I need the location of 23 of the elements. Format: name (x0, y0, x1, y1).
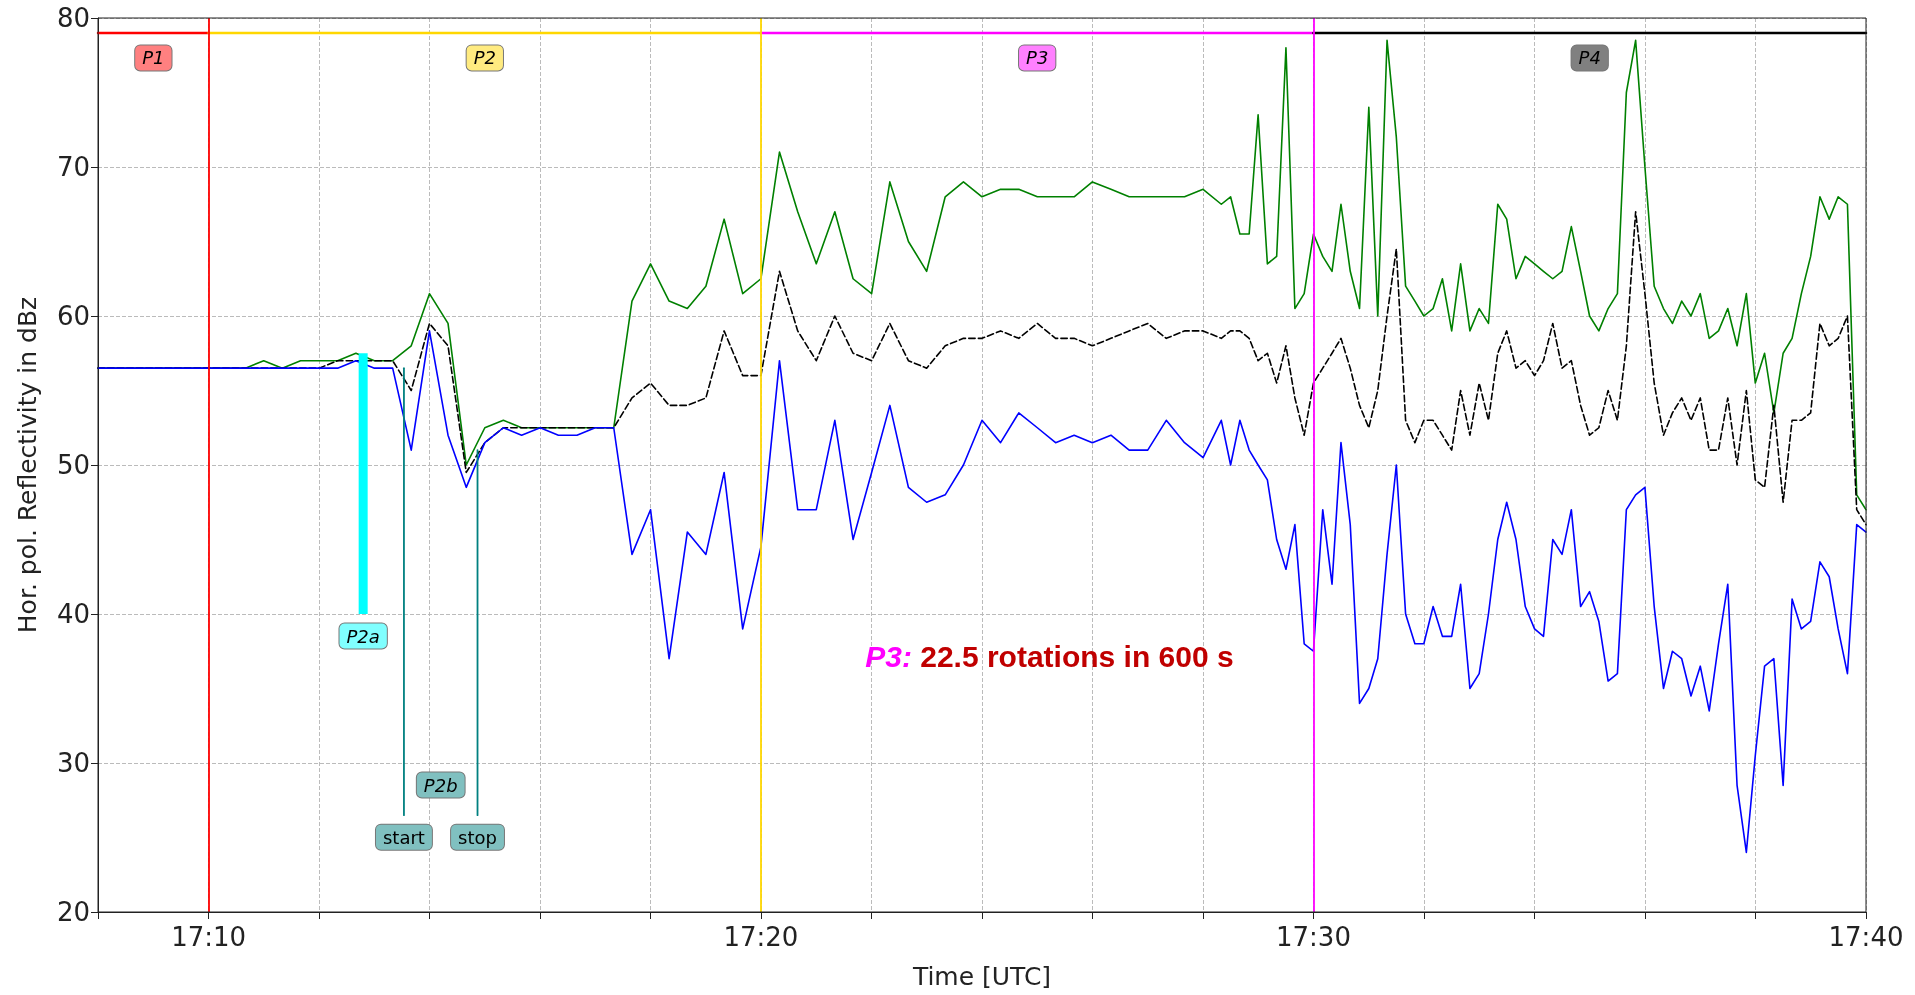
series-label: P1 (142, 47, 165, 69)
y-tick-label: 70 (56, 152, 90, 182)
x-tick-label: 17:30 (1275, 922, 1351, 952)
x-tick-label: 17:20 (723, 922, 799, 952)
series-label: P2a (346, 625, 380, 647)
x-tick-label: 17:10 (171, 922, 247, 952)
y-tick-label: 30 (56, 748, 90, 778)
y-tick-label: 50 (56, 450, 90, 480)
series-label: stop (458, 826, 497, 848)
y-tick-label: 80 (56, 3, 90, 33)
y-tick-label: 20 (56, 897, 90, 927)
series-label: start (382, 826, 425, 848)
series-label: P4 (1578, 47, 1601, 69)
series-label: P3 (1026, 47, 1049, 69)
annotation: P2b (423, 774, 458, 796)
x-tick-label: 17:40 (1828, 922, 1904, 952)
line-series (97, 330, 1867, 854)
y-axis-title: Hor. pol. Reflectivity in dBz (13, 296, 42, 634)
series-label: P2 (473, 47, 496, 69)
y-tick-label: 60 (56, 301, 90, 331)
x-axis-title: Time [UTC] (911, 962, 1052, 991)
annotation: P3: 22.5 rotations in 600 s (865, 640, 1234, 674)
y-tick-label: 40 (56, 599, 90, 629)
